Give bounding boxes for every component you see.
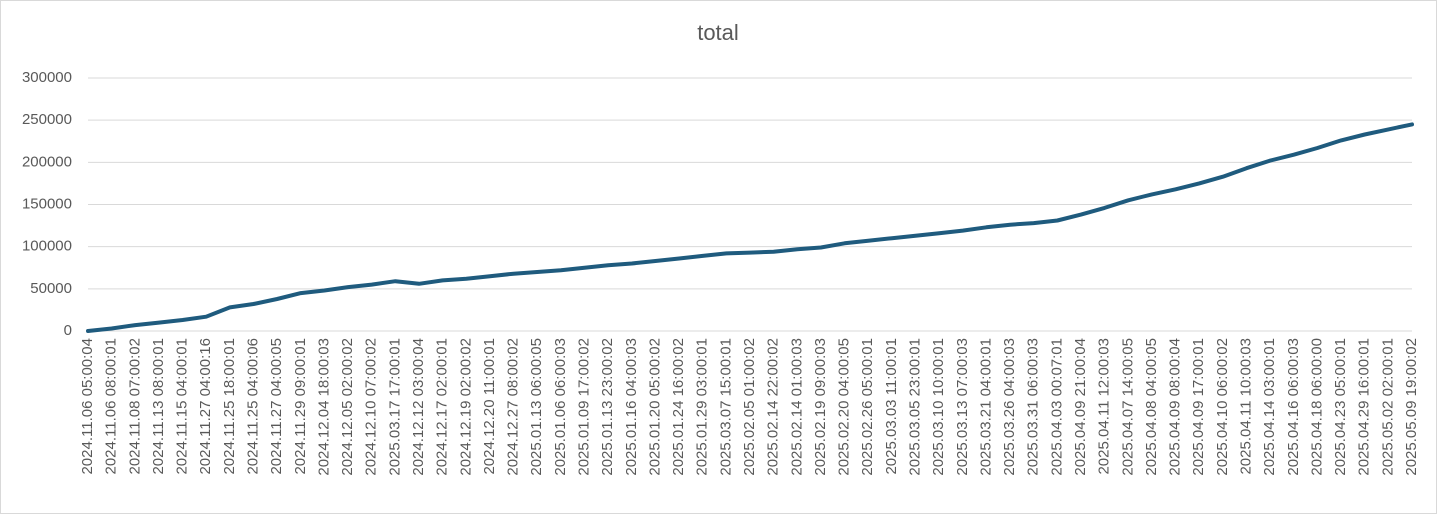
x-tick-label: 2024.11.27 04:00:05 [268,338,285,475]
x-tick-label: 2024.11.29 09:00:01 [292,338,309,475]
x-tick-label: 2025.04.08 04:00:05 [1143,338,1160,476]
x-tick-label: 2025.05.09 19:00:02 [1403,338,1420,476]
x-tick-label: 2024.12.12 03:00:04 [410,338,427,476]
chart-title: total [697,20,739,45]
x-tick-label: 2025.04.09 17:00:01 [1190,338,1207,476]
x-tick-label: 2025.03.05 23:00:01 [906,338,923,476]
y-tick-label: 300000 [22,69,72,86]
x-tick-label: 2025.02.14 01:00:03 [788,338,805,476]
x-tick-label: 2025.02.14 22:00:02 [765,338,782,476]
x-tick-label: 2025.04.16 06:00:03 [1285,338,1302,476]
x-tick-label: 2025.04.11 12:00:03 [1096,338,1113,475]
y-tick-label: 0 [64,322,72,339]
x-tick-label: 2025.03.26 04:00:03 [1001,338,1018,476]
x-tick-label: 2025.04.03 00:07:01 [1048,338,1065,476]
x-tick-label: 2025.04.23 05:00:01 [1332,338,1349,476]
x-tick-label: 2024.11.08 07:00:02 [126,338,143,475]
x-tick-label: 2025.03.03 11:00:01 [883,338,900,475]
x-tick-label: 2024.11.25 04:00:06 [244,338,261,475]
x-tick-label: 2025.01.13 06:00:05 [528,338,545,476]
x-tick-label: 2025.02.19 09:00:03 [812,338,829,476]
x-tick-label: 2024.11.06 08:00:01 [103,338,120,475]
x-tick-label: 2024.12.27 08:00:02 [505,338,522,476]
x-tick-label: 2025.04.29 16:00:01 [1356,338,1373,476]
x-tick-label: 2025.01.06 06:00:03 [552,338,569,476]
y-tick-label: 50000 [30,280,72,297]
x-tick-label: 2025.02.05 01:00:02 [741,338,758,476]
x-tick-label: 2025.03.13 07:00:03 [954,338,971,476]
x-tick-label: 2025.04.10 06:00:02 [1214,338,1231,476]
data-line [86,122,1414,333]
x-tick-label: 2025.04.09 08:00:04 [1167,338,1184,476]
x-tick-label: 2025.04.07 14:00:05 [1119,338,1136,476]
x-tick-label: 2024.11.15 04:00:01 [174,338,191,475]
x-tick-label: 2024.11.27 04:00:16 [197,338,214,475]
x-tick-label: 2025.03.17 17:00:01 [386,338,403,476]
x-tick-label: 2025.01.24 16:00:02 [670,338,687,476]
x-tick-label: 2024.12.19 02:00:02 [457,338,474,476]
x-tick-label: 2025.01.16 04:00:03 [623,338,640,476]
y-tick-label: 200000 [22,153,72,170]
x-tick-label: 2025.03.07 15:00:01 [717,338,734,476]
x-tick-label: 2025.01.09 17:00:02 [575,338,592,476]
x-tick-label: 2025.02.20 04:00:05 [836,338,853,476]
x-tick-label: 2024.11.25 18:00:01 [221,338,238,475]
x-tick-label: 2025.02.26 05:00:01 [859,338,876,476]
x-tick-label: 2025.03.10 10:00:01 [930,338,947,476]
x-tick-label: 2024.12.10 07:00:02 [363,338,380,476]
x-tick-label: 2024.11.06 05:00:04 [79,338,96,475]
x-tick-label: 2025.04.09 21:00:04 [1072,338,1089,476]
x-tick-label: 2024.12.04 18:00:03 [315,338,332,476]
y-tick-label: 250000 [22,111,72,128]
x-tick-label: 2024.12.17 02:00:01 [434,338,451,476]
x-tick-label: 2025.03.21 04:00:01 [977,338,994,476]
x-tick-label: 2025.01.29 03:00:01 [694,338,711,476]
x-tick-label: 2024.12.20 11:00:01 [481,338,498,475]
x-tick-label: 2025.01.13 23:00:02 [599,338,616,476]
x-tick-label: 2025.05.02 02:00:01 [1379,338,1396,476]
x-tick-label: 2024.12.05 02:00:02 [339,338,356,476]
x-tick-label: 2025.01.20 05:00:02 [646,338,663,476]
x-tick-label: 2025.04.11 10:00:03 [1237,338,1254,475]
x-tick-label: 2025.03.31 06:00:03 [1025,338,1042,476]
x-tick-label: 2025.04.18 06:00:00 [1308,338,1325,476]
x-tick-label: 2025.04.14 03:00:01 [1261,338,1278,476]
x-tick-label: 2024.11.13 08:00:01 [150,338,167,475]
y-tick-label: 100000 [22,238,72,255]
y-tick-label: 150000 [22,195,72,212]
